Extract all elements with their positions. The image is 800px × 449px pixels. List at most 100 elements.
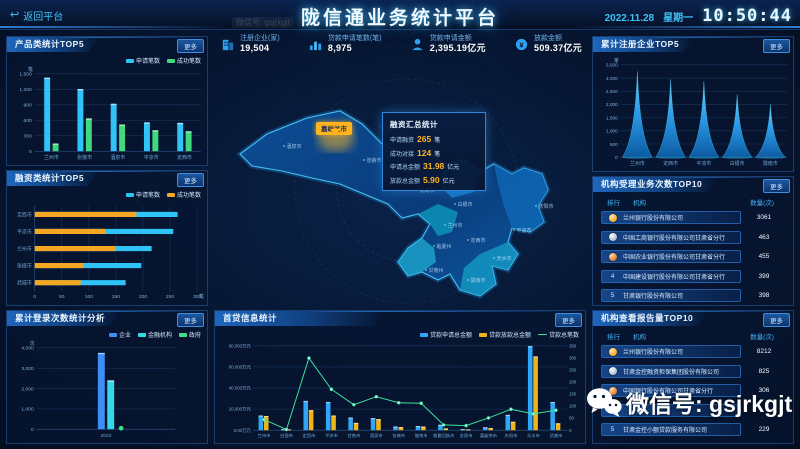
ranking-row: 4 中国建设银行股份有限公司甘肃省分行 399 [601,269,787,283]
legend-item[interactable]: 企业 [108,330,131,339]
svg-text:50: 50 [59,294,65,300]
svg-text:0: 0 [31,427,34,433]
panel-product-top5: 产品类统计TOP5 更多 申请笔数 成功笔数 0 300 600 900 1,200 1,5… [6,36,208,166]
svg-text:次: 次 [30,340,35,347]
svg-text:2,000: 2,000 [606,102,618,108]
institution-count: 229 [758,426,770,433]
institution-name: 中国建设银行股份有限公司甘肃省分行 [623,274,726,281]
rank-badge [607,209,618,227]
legend-item[interactable]: 贷款放款总金额 [478,330,531,339]
svg-text:兰州市: 兰州市 [630,160,645,167]
kpi-label: 贷款申请金额 [429,35,472,43]
more-button[interactable]: 更多 [763,179,790,193]
institution-count: 3061 [756,214,772,221]
more-button[interactable]: 更多 [177,173,204,187]
back-button[interactable]: ↩ 返回平台 [10,8,63,24]
svg-text:酒泉市: 酒泉市 [370,432,384,439]
panel-registered-top5: 累计注册企业TOP5 更多 0 500 1,000 1,500 2,000 2,500 3,… [592,36,794,172]
bronze-medal-icon [608,386,617,395]
legend-item[interactable]: 申请笔数 [125,190,160,199]
svg-text:150: 150 [569,392,577,397]
legend-item[interactable]: 金融机构 [137,330,172,339]
ranking-row: 兰州银行股份有限公司 8212 [601,345,787,358]
legend-item[interactable]: 贷款总笔数 [537,330,579,339]
legend-swatch [137,332,146,337]
svg-text:3,000: 3,000 [606,76,618,82]
svg-text:350: 350 [569,343,577,348]
legend-swatch [166,58,175,63]
accepted-ranking-list: 排行 机构 数量(次) 兰州银行股份有限公司 3061 中国工商银行股份有限公司甘肃省分行… [593,192,793,309]
kpi-label: 放款金额 [534,35,563,43]
reports-ranking-list: 排行 机构 数量(次) 兰州银行股份有限公司 8212 甘肃金控融资担保集团股份有限公司 8… [593,326,793,443]
svg-text:笔: 笔 [28,66,33,73]
kpi-bar: 注册企业(家) 19,504 贷款申请笔数(笔) 8,975 贷款申请金额 2,395… [212,31,590,58]
map-marker-label: 嘉峪关市 [316,121,352,135]
legend-item[interactable]: 成功笔数 [166,190,201,199]
first-loan-chart: 0.00万元 20,000万元 40,000万元 60,000万元 80,000万元 0 5… [217,338,583,441]
silver-medal-icon [608,233,617,241]
tooltip-row: 成功对接 124 笔 [390,147,441,158]
svg-text:笔: 笔 [199,293,204,300]
legend-swatch [166,192,175,197]
kpi-value: 19,504 [240,43,270,54]
more-button[interactable]: 更多 [763,39,790,53]
tooltip-title: 融资汇总统计 [390,120,438,129]
map-city-label: 庆阳市 [539,203,554,210]
more-button[interactable]: 更多 [555,313,582,327]
institution-name: 甘肃金控小额贷款服务有限公司 [623,428,708,434]
watermark-top: 微信号: gsjrkgjt [232,17,294,28]
legend-item[interactable]: 申请笔数 [125,56,160,65]
legend: 申请笔数 成功笔数 [125,190,201,199]
svg-text:武威市: 武威市 [17,280,32,287]
ranking-header-rank: 排行 [607,200,620,207]
svg-text:甘南州: 甘南州 [347,432,360,439]
tooltip-row: 申请总金额 31.98 亿元 [390,161,460,171]
svg-text:300: 300 [193,294,201,300]
more-button[interactable]: 更多 [763,313,790,327]
panel-title: 首贷信息统计 [215,311,385,326]
svg-text:2022: 2022 [101,433,112,439]
rank-badge: 5 [610,292,615,299]
institution-count: 306 [758,387,770,394]
panel-title: 机构受理业务次数TOP10 [593,177,718,192]
kpi-value: 2,395.19亿元 [429,43,486,54]
legend-item[interactable]: 成功笔数 [166,56,201,65]
svg-text:平凉市: 平凉市 [17,228,32,235]
ranking-row-pill: 5 甘肃金控小额贷款服务有限公司 [601,423,741,436]
panel-title: 累计注册企业TOP5 [593,37,695,52]
ranking-row-pill: 中国工商银行股份有限公司甘肃省分行 [601,230,741,244]
financing-top5-chart: 0 50 100 150 200 250 300 笔 定西市 平凉市 兰州市 张掖市 武威市 [9,198,205,303]
coin-icon: ¥ [515,38,528,51]
legend-item[interactable]: 贷款申请总金额 [419,330,472,339]
institution-name: 甘肃银行股份有限公司 [623,294,684,300]
svg-text:平凉市: 平凉市 [144,154,159,161]
legend-swatch [537,334,547,335]
svg-text:陇南市: 陇南市 [415,432,429,439]
legend-swatch [178,332,187,337]
kpi-value: 8,975 [327,43,352,54]
svg-text:定西市: 定西市 [303,432,317,439]
ranking-row: 5 甘肃金控小额贷款服务有限公司 229 [601,423,787,436]
gansu-map[interactable]: 酒泉市张掖市金昌市武威市白银市兰州市临夏州甘南州定西市陇南市天水市平凉市庆阳市 … [212,38,590,344]
more-button[interactable]: 更多 [177,39,204,53]
more-button[interactable]: 更多 [177,313,204,327]
svg-text:150: 150 [112,294,120,300]
legend-label: 申请笔数 [135,59,160,65]
map-marker[interactable]: 嘉峪关市 [316,118,352,136]
legend-swatch [108,332,117,337]
kpi-registered-enterprises: 注册企业(家) 19,504 [220,35,280,53]
svg-text:张掖市: 张掖市 [392,432,406,439]
ranking-row: 中国银行股份有限公司甘肃省分行 306 [601,384,787,397]
panel-title: 融资类统计TOP5 [7,171,100,186]
person-icon [412,38,423,51]
svg-text:300: 300 [24,134,32,140]
institution-name: 兰州银行股份有限公司 [623,350,684,356]
svg-text:陇南市: 陇南市 [763,160,778,167]
legend: 贷款申请总金额 贷款放款总金额 贷款总笔数 [419,330,579,339]
product-top5-chart: 0 300 600 900 1,200 1,500 笔兰州市 张掖市 酒泉市 平凉市 定西市 [9,64,205,163]
ranking-row-pill: 兰州银行股份有限公司 [601,211,741,224]
map-city-label: 白银市 [458,201,473,208]
building-icon [222,39,234,51]
panel-reports-top10: 机构查看报告量TOP10 更多 排行 机构 数量(次) 兰州银行股份有限公司 8212 甘… [592,310,794,444]
legend-item[interactable]: 政府 [178,330,201,339]
